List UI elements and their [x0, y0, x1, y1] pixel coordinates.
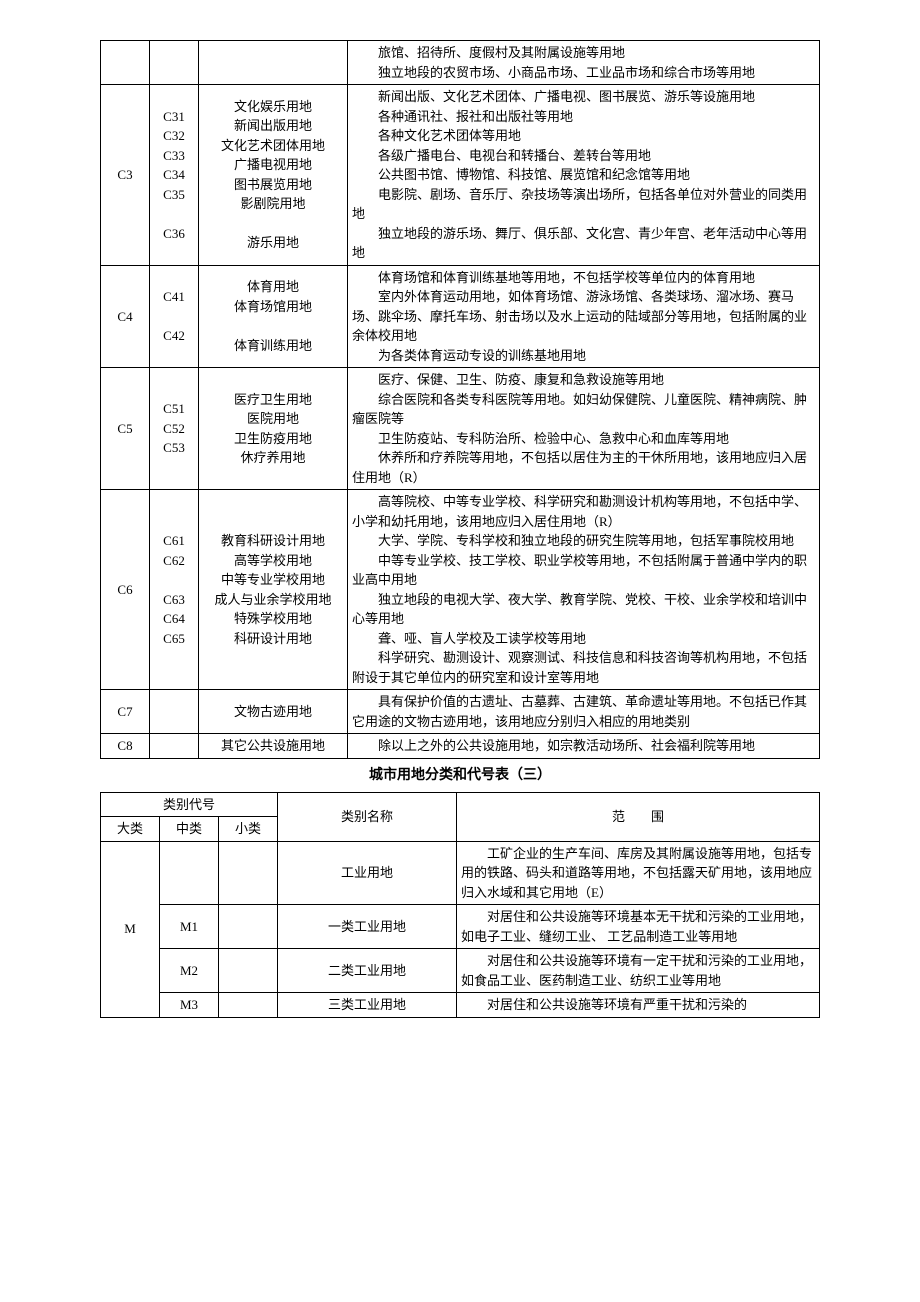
row-desc: 工矿企业的生产车间、库房及其附属设施等用地，包括专用的铁路、码头和道路等用地，不…: [457, 841, 820, 905]
row-code-minor: C61C62 C63C64C65: [150, 490, 199, 690]
row-desc: 对居住和公共设施等环境基本无干扰和污染的工业用地，如电子工业、缝纫工业、 工艺品…: [457, 905, 820, 949]
row-name: [199, 41, 348, 85]
row-code-mid: C5: [101, 368, 150, 490]
row-minor: [219, 993, 278, 1018]
row-desc: 对居住和公共设施等环境有一定干扰和污染的工业用地，如食品工业、医药制造工业、纺织…: [457, 949, 820, 993]
row-code-minor: [150, 41, 199, 85]
row-name: 工业用地: [278, 841, 457, 905]
t2-header-minor: 小类: [219, 817, 278, 842]
table-row: M工业用地 工矿企业的生产车间、库房及其附属设施等用地，包括专用的铁路、码头和道…: [101, 841, 820, 905]
row-desc: 高等院校、中等专业学校、科学研究和勘测设计机构等用地，不包括中学、小学和幼托用地…: [348, 490, 820, 690]
row-code-mid: C6: [101, 490, 150, 690]
row-code-mid: C4: [101, 265, 150, 368]
row-name: 体育用地体育场馆用地 体育训练用地: [199, 265, 348, 368]
row-name: 三类工业用地: [278, 993, 457, 1018]
row-code-mid: [101, 41, 150, 85]
row-minor: [219, 841, 278, 905]
row-name: 其它公共设施用地: [199, 734, 348, 759]
row-name: 医疗卫生用地医院用地卫生防疫用地休疗养用地: [199, 368, 348, 490]
row-name: 文化娱乐用地新闻出版用地文化艺术团体用地广播电视用地图书展览用地影剧院用地 游乐…: [199, 85, 348, 266]
table-1: 旅馆、招待所、度假村及其附属设施等用地 独立地段的农贸市场、小商品市场、工业品市…: [100, 40, 820, 759]
table-row: C8 其它公共设施用地 除以上之外的公共设施用地，如宗教活动场所、社会福利院等用…: [101, 734, 820, 759]
table-row: C5C51C52C53医疗卫生用地医院用地卫生防疫用地休疗养用地 医疗、保健、卫…: [101, 368, 820, 490]
row-name: 教育科研设计用地高等学校用地中等专业学校用地成人与业余学校用地特殊学校用地科研设…: [199, 490, 348, 690]
row-desc: 对居住和公共设施等环境有严重干扰和污染的: [457, 993, 820, 1018]
row-code-mid: C3: [101, 85, 150, 266]
table-row: C7 文物古迹用地 具有保护价值的古遗址、古墓葬、古建筑、革命遗址等用地。不包括…: [101, 690, 820, 734]
row-mid: M1: [160, 905, 219, 949]
table-2-title: 城市用地分类和代号表（三）: [100, 765, 820, 786]
row-mid: M2: [160, 949, 219, 993]
row-code-mid: C8: [101, 734, 150, 759]
row-desc: 医疗、保健、卫生、防疫、康复和急救设施等用地 综合医院和各类专科医院等用地。如妇…: [348, 368, 820, 490]
row-minor: [219, 949, 278, 993]
row-name: 一类工业用地: [278, 905, 457, 949]
table-row: M1 一类工业用地 对居住和公共设施等环境基本无干扰和污染的工业用地，如电子工业、…: [101, 905, 820, 949]
table-row: M2 二类工业用地 对居住和公共设施等环境有一定干扰和污染的工业用地，如食品工业、…: [101, 949, 820, 993]
row-desc: 旅馆、招待所、度假村及其附属设施等用地 独立地段的农贸市场、小商品市场、工业品市…: [348, 41, 820, 85]
t2-header-mid: 中类: [160, 817, 219, 842]
row-code-minor: C41 C42: [150, 265, 199, 368]
row-code-minor: [150, 734, 199, 759]
row-code-minor: C31C32C33C34C35 C36: [150, 85, 199, 266]
table-row: C3C31C32C33C34C35 C36文化娱乐用地新闻出版用地文化艺术团体用…: [101, 85, 820, 266]
row-desc: 新闻出版、文化艺术团体、广播电视、图书展览、游乐等设施用地 各种通讯社、报社和出…: [348, 85, 820, 266]
table-row: M3 三类工业用地 对居住和公共设施等环境有严重干扰和污染的: [101, 993, 820, 1018]
table-2: 类别代号 类别名称 范 围 大类 中类 小类 M工业用地 工矿企业的生产车间、库…: [100, 792, 820, 1018]
t2-header-scope: 范 围: [457, 792, 820, 841]
t2-header-major: 大类: [101, 817, 160, 842]
table-row: 旅馆、招待所、度假村及其附属设施等用地 独立地段的农贸市场、小商品市场、工业品市…: [101, 41, 820, 85]
row-desc: 体育场馆和体育训练基地等用地，不包括学校等单位内的体育用地 室内外体育运动用地，…: [348, 265, 820, 368]
row-name: 二类工业用地: [278, 949, 457, 993]
t2-header-name: 类别名称: [278, 792, 457, 841]
row-mid: [160, 841, 219, 905]
row-minor: [219, 905, 278, 949]
row-desc: 具有保护价值的古遗址、古墓葬、古建筑、革命遗址等用地。不包括已作其它用途的文物古…: [348, 690, 820, 734]
t2-header-codegroup: 类别代号: [101, 792, 278, 817]
row-code-minor: C51C52C53: [150, 368, 199, 490]
row-desc: 除以上之外的公共设施用地，如宗教活动场所、社会福利院等用地: [348, 734, 820, 759]
row-mid: M3: [160, 993, 219, 1018]
table-row: C6C61C62 C63C64C65教育科研设计用地高等学校用地中等专业学校用地…: [101, 490, 820, 690]
row-code-mid: C7: [101, 690, 150, 734]
row-major: M: [101, 841, 160, 1017]
row-name: 文物古迹用地: [199, 690, 348, 734]
row-code-minor: [150, 690, 199, 734]
table-row: C4C41 C42体育用地体育场馆用地 体育训练用地 体育场馆和体育训练基地等用…: [101, 265, 820, 368]
